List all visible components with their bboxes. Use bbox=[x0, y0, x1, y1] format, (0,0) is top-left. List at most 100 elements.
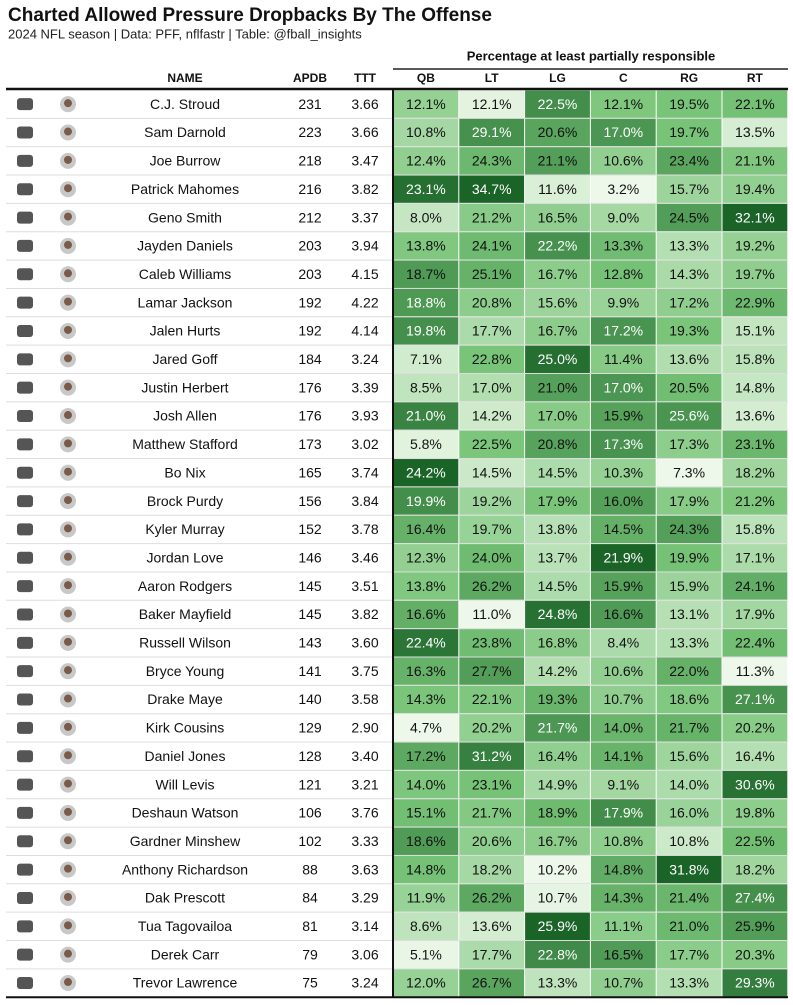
cell-value: 129 bbox=[298, 720, 322, 736]
player-name: Matthew Stafford bbox=[132, 436, 238, 452]
cell-value: 75 bbox=[302, 975, 318, 991]
cell-value: 145 bbox=[298, 606, 322, 622]
cell-value: 16.5% bbox=[538, 209, 578, 225]
heat-cell bbox=[525, 884, 590, 912]
cell-value: 218 bbox=[298, 153, 322, 169]
cell-value: 19.2% bbox=[735, 238, 775, 254]
heat-cell bbox=[393, 884, 459, 912]
heat-cell bbox=[722, 203, 788, 232]
player-name: Jalen Hurts bbox=[150, 323, 221, 339]
heat-cell bbox=[459, 855, 525, 884]
column-header: TTT bbox=[354, 71, 377, 85]
cell-value: 20.2% bbox=[735, 720, 775, 736]
heat-cell bbox=[656, 600, 722, 629]
headshot-face bbox=[64, 354, 72, 363]
cell-value: 4.7% bbox=[410, 720, 442, 736]
heat-cell bbox=[590, 232, 656, 260]
cell-value: 141 bbox=[298, 663, 322, 679]
heat-cell bbox=[393, 345, 459, 373]
cell-value: 3.60 bbox=[351, 635, 378, 651]
cell-value: 22.8% bbox=[472, 351, 512, 367]
heat-cell bbox=[722, 232, 788, 260]
player-name: Bo Nix bbox=[164, 464, 205, 480]
cell-value: 3.58 bbox=[351, 691, 378, 707]
headshot-face bbox=[64, 949, 72, 958]
heat-cell bbox=[525, 827, 590, 855]
heat-cell bbox=[393, 288, 459, 317]
player-name: Justin Herbert bbox=[141, 379, 228, 395]
headshot-face bbox=[64, 382, 72, 391]
team-logo bbox=[17, 268, 33, 281]
cell-value: 4.14 bbox=[351, 323, 378, 339]
heat-cell bbox=[722, 175, 788, 203]
cell-value: 26.7% bbox=[472, 975, 512, 991]
cell-value: 152 bbox=[298, 521, 322, 537]
cell-value: 20.8% bbox=[472, 294, 512, 310]
heat-cell bbox=[722, 770, 788, 799]
cell-value: 20.6% bbox=[538, 124, 578, 140]
cell-value: 11.1% bbox=[604, 918, 643, 934]
heat-cell bbox=[459, 969, 525, 997]
heat-cell bbox=[722, 714, 788, 742]
player-name: Kirk Cousins bbox=[146, 720, 225, 736]
heat-cell bbox=[590, 544, 656, 572]
heat-cell bbox=[393, 203, 459, 232]
cell-value: 21.2% bbox=[472, 209, 512, 225]
cell-value: 156 bbox=[298, 493, 322, 509]
cell-value: 3.93 bbox=[351, 408, 378, 424]
cell-value: 88 bbox=[302, 861, 318, 877]
cell-value: 165 bbox=[298, 464, 322, 480]
heat-cell bbox=[459, 912, 525, 940]
player-name: Jordan Love bbox=[146, 549, 223, 565]
cell-value: 8.0% bbox=[410, 209, 442, 225]
cell-value: 22.5% bbox=[538, 96, 578, 112]
heat-cell bbox=[525, 175, 590, 203]
heat-cell bbox=[722, 118, 788, 147]
heat-cell bbox=[459, 941, 525, 969]
cell-value: 17.7% bbox=[669, 946, 709, 962]
cell-value: 9.9% bbox=[607, 294, 639, 310]
cell-value: 17.7% bbox=[472, 323, 512, 339]
heat-cell bbox=[656, 685, 722, 714]
cell-value: 10.8% bbox=[406, 124, 446, 140]
cell-value: 16.7% bbox=[538, 833, 578, 849]
cell-value: 22.5% bbox=[735, 833, 775, 849]
headshot-face bbox=[64, 155, 72, 164]
heat-cell bbox=[393, 515, 459, 544]
cell-value: 8.5% bbox=[410, 379, 442, 395]
heat-cell bbox=[525, 345, 590, 373]
cell-value: 231 bbox=[298, 96, 322, 112]
cell-value: 7.1% bbox=[410, 351, 442, 367]
player-name: Will Levis bbox=[155, 776, 214, 792]
heat-cell bbox=[393, 714, 459, 742]
subtitle: 2024 NFL season | Data: PFF, nflfastr | … bbox=[8, 26, 362, 41]
cell-value: 26.2% bbox=[472, 890, 512, 906]
player-name: Jared Goff bbox=[152, 351, 217, 367]
heat-cell bbox=[393, 600, 459, 629]
heat-cell bbox=[393, 459, 459, 487]
heat-cell bbox=[459, 770, 525, 799]
cell-value: 34.7% bbox=[472, 181, 512, 197]
heat-cell bbox=[459, 572, 525, 600]
cell-value: 3.29 bbox=[351, 890, 378, 906]
heat-cell bbox=[590, 317, 656, 345]
cell-value: 81 bbox=[302, 918, 318, 934]
heat-cell bbox=[393, 90, 459, 118]
player-name: Patrick Mahomes bbox=[131, 181, 239, 197]
heat-cell bbox=[393, 912, 459, 940]
cell-value: 25.9% bbox=[538, 918, 578, 934]
cell-value: 16.7% bbox=[538, 266, 578, 282]
team-logo bbox=[17, 381, 33, 394]
player-name: Brock Purdy bbox=[147, 493, 223, 509]
cell-value: 13.6% bbox=[735, 408, 775, 424]
heat-cell bbox=[590, 90, 656, 118]
headshot-face bbox=[64, 581, 72, 590]
cell-value: 21.1% bbox=[735, 153, 775, 169]
cell-value: 10.6% bbox=[603, 153, 643, 169]
headshot-face bbox=[64, 212, 72, 221]
team-logo bbox=[17, 721, 33, 734]
cell-value: 14.8% bbox=[735, 379, 775, 395]
headshot-face bbox=[64, 722, 72, 731]
heat-cell bbox=[459, 657, 525, 685]
cell-value: 13.6% bbox=[669, 351, 709, 367]
